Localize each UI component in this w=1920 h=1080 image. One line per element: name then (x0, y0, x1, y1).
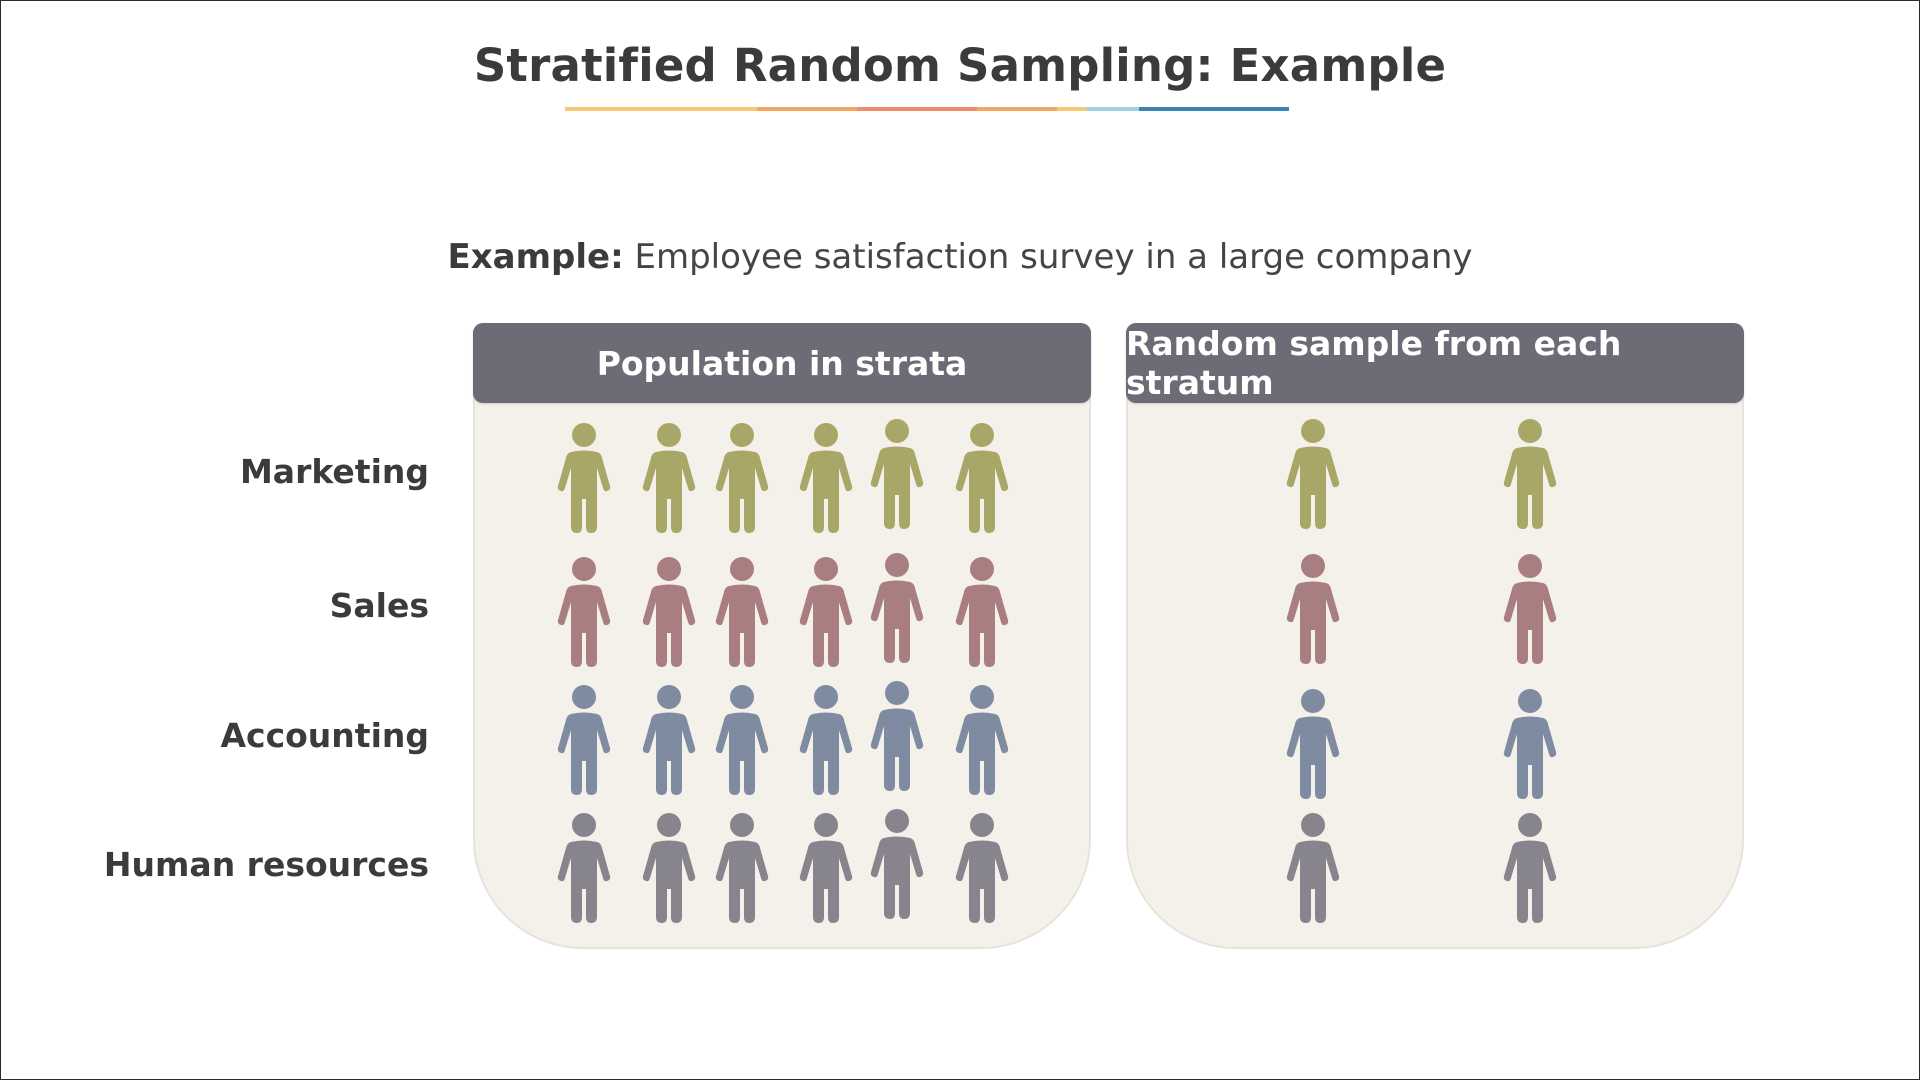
underline-segment (1057, 107, 1087, 111)
person-icon (1286, 419, 1340, 529)
title-underline (565, 107, 1357, 111)
person-icon (870, 553, 924, 663)
person-icon (557, 557, 611, 667)
stratum-label-marketing: Marketing (239, 452, 429, 491)
sample-panel-header: Random sample from each stratum (1126, 323, 1744, 403)
stratum-label-sales: Sales (329, 586, 429, 625)
person-icon (799, 813, 853, 923)
population-panel-header: Population in strata (473, 323, 1091, 403)
person-icon (1286, 813, 1340, 923)
person-icon (1503, 554, 1557, 664)
underline-segment (1139, 107, 1289, 111)
person-icon (870, 681, 924, 791)
person-icon (955, 813, 1009, 923)
person-icon (1503, 419, 1557, 529)
person-icon (715, 557, 769, 667)
person-icon (870, 419, 924, 529)
person-icon (557, 813, 611, 923)
person-icon (1286, 554, 1340, 664)
underline-segment (857, 107, 977, 111)
person-icon (557, 423, 611, 533)
person-icon (715, 685, 769, 795)
person-icon (642, 813, 696, 923)
person-icon (642, 685, 696, 795)
person-icon (715, 423, 769, 533)
underline-segment (565, 107, 757, 111)
person-icon (955, 423, 1009, 533)
example-description: Example: Employee satisfaction survey in… (1, 237, 1919, 277)
stratum-label-human-resources: Human resources (103, 845, 429, 884)
underline-segment (757, 107, 857, 111)
slide-title: Stratified Random Sampling: Example (473, 39, 1447, 92)
person-icon (1503, 813, 1557, 923)
underline-segment (1087, 107, 1139, 111)
person-icon (557, 685, 611, 795)
person-icon (642, 557, 696, 667)
person-icon (955, 685, 1009, 795)
person-icon (799, 423, 853, 533)
person-icon (799, 557, 853, 667)
person-icon (1503, 689, 1557, 799)
person-icon (799, 685, 853, 795)
person-icon (870, 809, 924, 919)
example-lead: Example: (447, 237, 624, 277)
person-icon (715, 813, 769, 923)
sample-panel: Random sample from each stratum (1126, 323, 1744, 949)
sample-panel-body (1126, 363, 1744, 949)
person-icon (955, 557, 1009, 667)
person-icon (1286, 689, 1340, 799)
person-icon (642, 423, 696, 533)
underline-segment (977, 107, 1057, 111)
example-text: Employee satisfaction survey in a large … (623, 237, 1473, 277)
stratum-label-accounting: Accounting (220, 716, 429, 755)
